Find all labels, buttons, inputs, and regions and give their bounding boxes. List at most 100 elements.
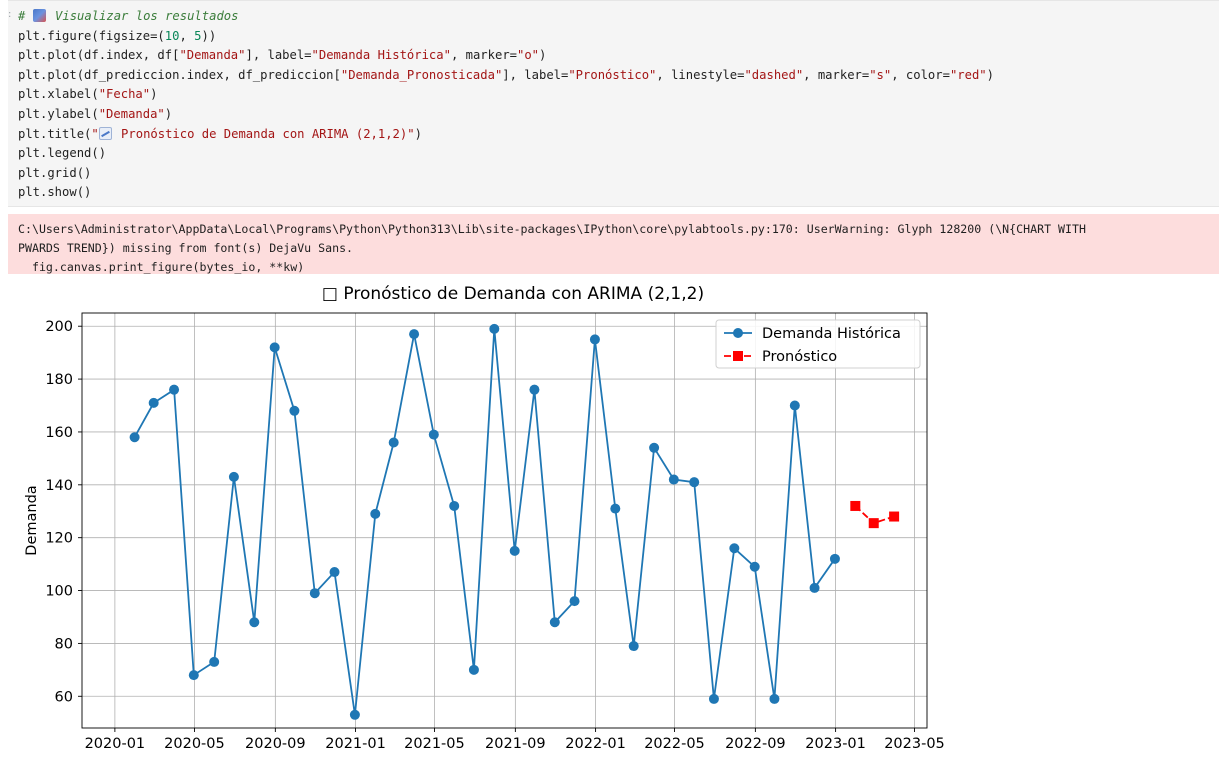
code-token: ) [414,126,422,141]
code-line[interactable]: plt.ylabel("Demanda") [18,105,1211,125]
code-token: "red" [949,67,987,82]
code-token: , linestyle= [656,67,745,82]
data-point [188,670,199,681]
data-point [529,384,540,395]
line-chart: □ Pronóstico de Demanda con ARIMA (2,1,2… [24,284,945,752]
code-token: "s" [869,67,892,82]
data-point [209,656,220,667]
x-tick-label: 2022-05 [644,736,705,752]
data-point [649,442,660,453]
code-token: ], label= [245,48,312,63]
x-tick-label: 2020-01 [85,736,146,752]
data-point [829,553,840,564]
y-axis-label: Demanda [24,485,40,555]
data-point [549,617,560,628]
code-line[interactable]: plt.plot(df.index, df["Demanda"], label=… [18,46,1211,66]
data-point [769,693,780,704]
code-token: plt.xlabel( [18,87,99,102]
y-tick-label: 160 [45,425,73,441]
code-token: "Demanda Histórica" [311,48,451,63]
code-token: Visualizar los resultados [47,9,239,23]
data-point [228,471,239,482]
code-token: plt.grid() [18,165,92,180]
code-token: ) [150,87,158,102]
x-tick-label: 2023-05 [884,736,945,752]
code-line[interactable]: plt.title(" Pronóstico de Demanda con AR… [18,125,1211,145]
data-point [409,329,420,340]
data-point-square [889,511,900,522]
code-token: ) [539,48,547,63]
x-tick-label: 2021-09 [485,736,546,752]
legend-box [715,319,921,369]
x-tick-label: 2023-01 [805,736,866,752]
y-tick-label: 100 [45,584,73,600]
code-line[interactable]: plt.legend() [18,144,1211,164]
data-point [628,641,639,652]
code-line[interactable]: # Visualizar los resultados [18,7,1211,27]
y-tick-label: 60 [55,689,73,705]
data-point [148,397,159,408]
code-line[interactable]: plt.figure(figsize=(10, 5)) [18,27,1211,47]
code-token: plt.show() [18,185,92,200]
code-token: "dashed" [744,67,804,82]
data-point [370,508,381,519]
code-token: "Demanda" [98,106,165,121]
code-cell[interactable]: : # Visualizar los resultados plt.figure(… [8,0,1219,207]
code-token: ], label= [502,67,569,82]
data-point [589,334,600,345]
code-token: )) [201,28,217,43]
data-point-square [850,500,861,511]
plot-output: □ Pronóstico de Demanda con ARIMA (2,1,2… [0,276,960,757]
code-token: "o" [517,48,540,63]
code-token: # [18,9,33,23]
code-token: plt.title( [18,126,92,141]
code-token: , marker= [450,48,517,63]
code-token: ) [986,67,994,82]
data-point [509,545,520,556]
cell-gutter-marker: : [8,9,12,20]
code-token: 5 [194,28,202,43]
code-line[interactable]: plt.plot(df_prediccion.index, df_predicc… [18,66,1211,86]
x-tick-label: 2020-09 [245,736,306,752]
data-point [729,543,740,554]
legend-marker [733,328,743,338]
code-token: , marker= [803,67,870,82]
data-point [249,617,260,628]
data-point [468,664,479,675]
code-line[interactable]: plt.xlabel("Fecha") [18,85,1211,105]
legend-label: Pronóstico [762,349,837,365]
data-point [789,400,800,411]
data-point [289,405,300,416]
data-point [169,384,180,395]
data-point [349,709,360,720]
x-tick-label: 2020-05 [164,736,225,752]
bar-chart-emoji-icon [32,9,46,22]
legend: Demanda Histórica Pronóstico [715,319,921,369]
code-line[interactable]: plt.grid() [18,164,1211,184]
series-line [133,328,836,715]
data-point [129,432,140,443]
code-token: "Pronóstico" [568,67,657,82]
x-tick-label: 2022-01 [565,736,626,752]
data-point [749,561,760,572]
code-line[interactable]: plt.show() [18,183,1211,203]
y-tick-label: 200 [45,319,73,335]
code-token: ( [157,28,165,43]
data-point [269,342,280,353]
data-point [428,429,439,440]
code-token: "Fecha" [98,87,151,102]
code-token: plt.plot(df_prediccion.index, df_predicc… [18,67,341,82]
data-point [309,588,320,599]
plot-frame [81,312,928,729]
data-point [610,503,621,514]
x-tick-label: 2021-05 [404,736,465,752]
code-token: plt.ylabel( [18,106,99,121]
code-token: Pronóstico de Demanda con ARIMA (2,1,2)" [113,126,415,141]
data-point [569,596,580,607]
code-editor[interactable]: # Visualizar los resultados plt.figure(fi… [18,7,1211,203]
data-point [689,477,700,488]
code-token: , [179,28,195,43]
legend-label: Demanda Histórica [762,326,901,342]
y-tick-label: 140 [45,478,73,494]
code-token: "Demanda_Pronosticada" [340,67,503,82]
